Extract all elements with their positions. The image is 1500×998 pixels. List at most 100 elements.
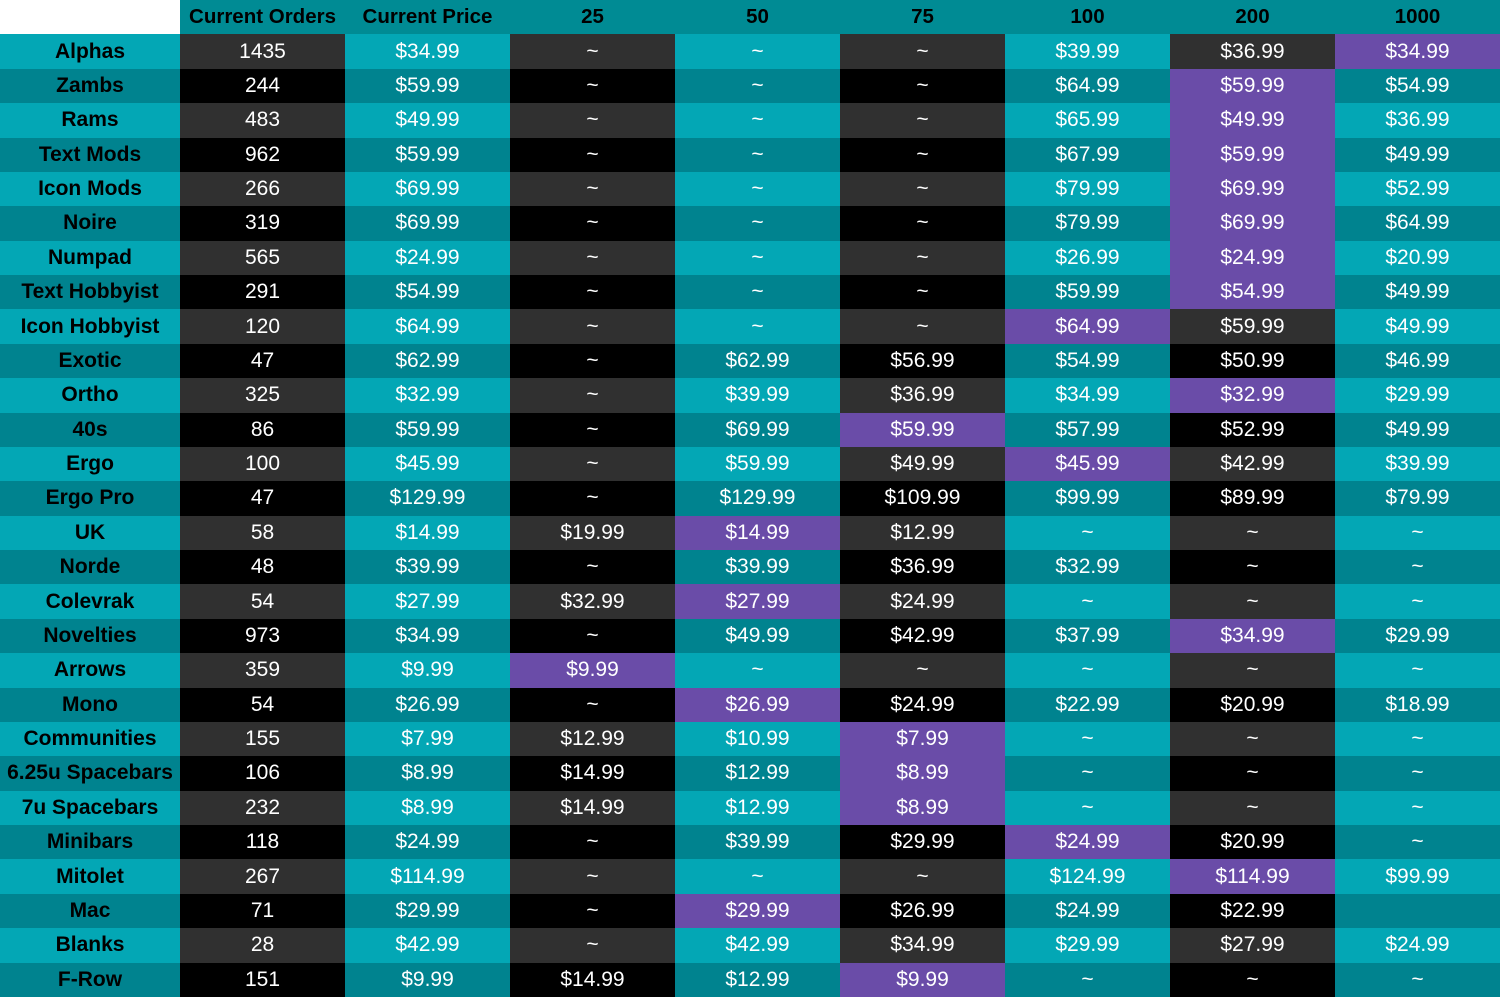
tier-1000-cell-ergo: $39.99 — [1335, 446, 1500, 482]
current-price-cell-minibars: $24.99 — [345, 825, 510, 860]
tier-50-cell-text-hobbyist: ~ — [675, 275, 840, 310]
tier-75-cell-blanks: $34.99 — [840, 928, 1005, 963]
tier-200-cell-minibars: $20.99 — [1170, 825, 1335, 860]
tier-50-cell-noire: ~ — [675, 206, 840, 241]
tier-50-cell-colevrak: $27.99 — [675, 584, 840, 619]
tier-50-cell-40s: $69.99 — [675, 412, 840, 447]
tier-1000-cell-novelties: $29.99 — [1335, 618, 1500, 654]
current-price-cell-novelties: $34.99 — [345, 618, 510, 654]
current-price-cell-icon-hobbyist: $64.99 — [345, 309, 510, 344]
tier-1000-cell-zambs: $54.99 — [1335, 68, 1500, 104]
tier-25-cell-ergo-pro: ~ — [510, 481, 675, 516]
tier-75-cell-norde: $36.99 — [840, 550, 1005, 585]
tier-1000-cell-blanks: $24.99 — [1335, 928, 1500, 963]
tier-75-cell-mono: $24.99 — [840, 687, 1005, 722]
tier-100-cell-mono: $22.99 — [1005, 687, 1170, 722]
row-label-f-row: F-Row — [0, 962, 180, 997]
current-price-cell-f-row: $9.99 — [345, 962, 510, 997]
tier-75-cell-communities: $7.99 — [840, 721, 1005, 757]
tier-200-cell-icon-hobbyist: $59.99 — [1170, 309, 1335, 344]
tier-50-cell-mac: $29.99 — [675, 893, 840, 929]
current-price-cell-exotic: $62.99 — [345, 343, 510, 379]
tier-25-cell-text-mods: ~ — [510, 137, 675, 172]
tier-200-cell-exotic: $50.99 — [1170, 343, 1335, 379]
tier-1000-cell-norde: ~ — [1335, 550, 1500, 585]
orders-cell-mono: 54 — [180, 687, 345, 722]
tier-1000-cell-rams: $36.99 — [1335, 103, 1500, 138]
tier-1000-cell-ergo-pro: $79.99 — [1335, 481, 1500, 516]
tier-100-cell-mac: $24.99 — [1005, 893, 1170, 929]
row-label-ergo: Ergo — [0, 446, 180, 482]
row-label-exotic: Exotic — [0, 343, 180, 379]
row-label-6-25u-spacebars: 6.25u Spacebars — [0, 756, 180, 791]
tier-50-cell-text-mods: ~ — [675, 137, 840, 172]
tier-75-cell-novelties: $42.99 — [840, 618, 1005, 654]
orders-cell-rams: 483 — [180, 103, 345, 138]
row-label-alphas: Alphas — [0, 34, 180, 69]
tier-100-cell-arrows: ~ — [1005, 653, 1170, 688]
tier-1000-cell-7u-spacebars: ~ — [1335, 790, 1500, 825]
tier-100-cell-noire: $79.99 — [1005, 206, 1170, 241]
current-price-cell-uk: $14.99 — [345, 515, 510, 550]
tier-1000-cell-alphas: $34.99 — [1335, 34, 1500, 69]
tier-25-cell-communities: $12.99 — [510, 721, 675, 757]
tier-25-cell-rams: ~ — [510, 103, 675, 138]
tier-200-cell-ergo: $42.99 — [1170, 446, 1335, 482]
tier-50-cell-ortho: $39.99 — [675, 378, 840, 413]
tier-100-cell-numpad: $26.99 — [1005, 240, 1170, 275]
tier-25-cell-numpad: ~ — [510, 240, 675, 275]
row-label-mitolet: Mitolet — [0, 859, 180, 894]
tier-200-cell-text-hobbyist: $54.99 — [1170, 275, 1335, 310]
current-price-cell-icon-mods: $69.99 — [345, 171, 510, 207]
tier-50-cell-blanks: $42.99 — [675, 928, 840, 963]
tier-1000-cell-colevrak: ~ — [1335, 584, 1500, 619]
tier-100-cell-exotic: $54.99 — [1005, 343, 1170, 379]
tier-25-cell-zambs: ~ — [510, 68, 675, 104]
tier-25-cell-noire: ~ — [510, 206, 675, 241]
tier-25-cell-f-row: $14.99 — [510, 962, 675, 997]
row-label-ergo-pro: Ergo Pro — [0, 481, 180, 516]
orders-cell-7u-spacebars: 232 — [180, 790, 345, 825]
tier-75-cell-minibars: $29.99 — [840, 825, 1005, 860]
tier-25-cell-norde: ~ — [510, 550, 675, 585]
orders-cell-icon-mods: 266 — [180, 171, 345, 207]
orders-cell-zambs: 244 — [180, 68, 345, 104]
tier-25-cell-ergo: ~ — [510, 446, 675, 482]
tier-1000-cell-mono: $18.99 — [1335, 687, 1500, 722]
row-label-40s: 40s — [0, 412, 180, 447]
column-header-75: 75 — [840, 0, 1005, 35]
tier-75-cell-uk: $12.99 — [840, 515, 1005, 550]
tier-75-cell-ergo: $49.99 — [840, 446, 1005, 482]
tier-100-cell-mitolet: $124.99 — [1005, 859, 1170, 894]
tier-200-cell-6-25u-spacebars: ~ — [1170, 756, 1335, 791]
tier-75-cell-f-row: $9.99 — [840, 962, 1005, 997]
tier-25-cell-novelties: ~ — [510, 618, 675, 654]
row-label-minibars: Minibars — [0, 825, 180, 860]
tier-25-cell-mono: ~ — [510, 687, 675, 722]
orders-cell-icon-hobbyist: 120 — [180, 309, 345, 344]
current-price-cell-ergo-pro: $129.99 — [345, 481, 510, 516]
tier-100-cell-colevrak: ~ — [1005, 584, 1170, 619]
tier-100-cell-text-mods: $67.99 — [1005, 137, 1170, 172]
tier-200-cell-7u-spacebars: ~ — [1170, 790, 1335, 825]
orders-cell-40s: 86 — [180, 412, 345, 447]
current-price-cell-zambs: $59.99 — [345, 68, 510, 104]
tier-50-cell-mono: $26.99 — [675, 687, 840, 722]
row-label-norde: Norde — [0, 550, 180, 585]
tier-75-cell-exotic: $56.99 — [840, 343, 1005, 379]
current-price-cell-numpad: $24.99 — [345, 240, 510, 275]
tier-200-cell-text-mods: $59.99 — [1170, 137, 1335, 172]
current-price-cell-communities: $7.99 — [345, 721, 510, 757]
tier-25-cell-mac: ~ — [510, 893, 675, 929]
tier-1000-cell-f-row: ~ — [1335, 962, 1500, 997]
tier-25-cell-6-25u-spacebars: $14.99 — [510, 756, 675, 791]
current-price-cell-6-25u-spacebars: $8.99 — [345, 756, 510, 791]
current-price-cell-ortho: $32.99 — [345, 378, 510, 413]
tier-75-cell-text-hobbyist: ~ — [840, 275, 1005, 310]
tier-50-cell-alphas: ~ — [675, 34, 840, 69]
tier-200-cell-novelties: $34.99 — [1170, 618, 1335, 654]
tier-200-cell-alphas: $36.99 — [1170, 34, 1335, 69]
tier-100-cell-alphas: $39.99 — [1005, 34, 1170, 69]
tier-75-cell-mitolet: ~ — [840, 859, 1005, 894]
